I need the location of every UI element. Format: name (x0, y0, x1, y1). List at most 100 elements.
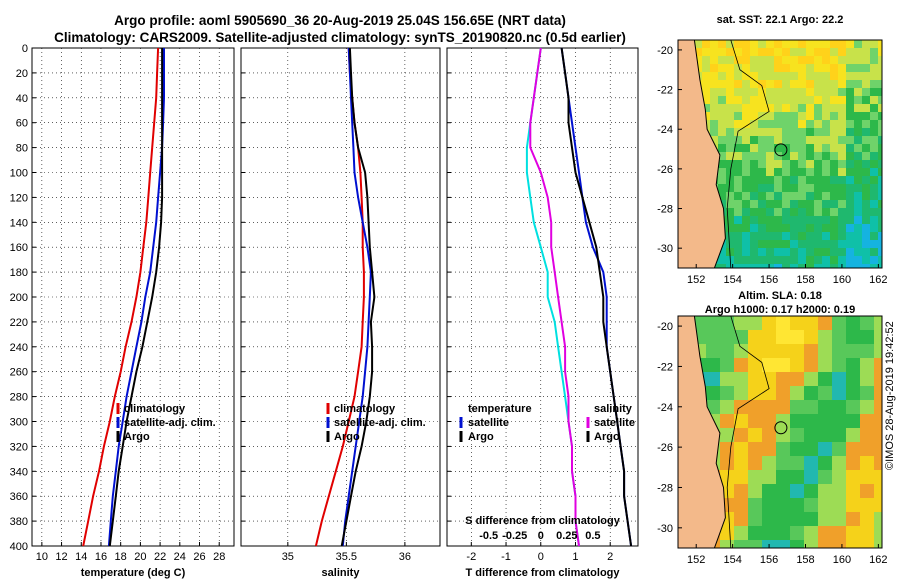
legend-label: satellite-adj. clim. (124, 417, 216, 429)
sst-map-cell (798, 256, 806, 264)
sst-map-cell (782, 184, 790, 192)
sla-map-cell (874, 442, 882, 456)
sla-map-cell (734, 428, 748, 442)
sst-map-cell (806, 152, 814, 160)
map-x-tick-label: 156 (760, 274, 778, 286)
sst-map-cell (830, 264, 838, 268)
sla-map-cell (776, 498, 790, 512)
sst-map-cell (758, 256, 766, 264)
sst-map-cell (814, 152, 822, 160)
sst-map-cell (846, 208, 854, 216)
sst-map-cell (758, 136, 766, 144)
x-tick-label: 2 (607, 551, 613, 563)
sla-map-cell (874, 400, 882, 414)
sst-map-cell (726, 56, 734, 64)
sst-map-cell (830, 136, 838, 144)
sst-map-cell (726, 88, 734, 96)
sst-map-cell (838, 144, 846, 152)
sst-map-cell (774, 208, 782, 216)
legend-label: temperature (468, 403, 532, 415)
sla-map-cell (846, 316, 860, 330)
sst-map-cell (766, 192, 774, 200)
sst-map-cell (766, 176, 774, 184)
sst-map-cell (782, 136, 790, 144)
sst-map-cell (838, 232, 846, 240)
sst-map-cell (854, 240, 862, 248)
sst-map-cell (782, 104, 790, 112)
sst-map-cell (718, 248, 726, 256)
sst-map-cell (766, 128, 774, 136)
sla-map-cell (804, 372, 818, 386)
sst-map-cell (878, 56, 882, 64)
sst-map-cell (798, 248, 806, 256)
sst-map-cell (758, 232, 766, 240)
sst-map-cell (790, 152, 798, 160)
x-tick-label: 22 (154, 551, 166, 563)
y-tick-label: 0 (22, 43, 28, 55)
sst-map-cell (774, 168, 782, 176)
sla-map-cell (790, 470, 804, 484)
sla-map-cell (874, 372, 882, 386)
sst-map-cell (782, 224, 790, 232)
legend-label: satellite-adj. clim. (334, 417, 426, 429)
map-y-tick-label: -20 (657, 45, 673, 57)
sla-map-cell (790, 484, 804, 498)
sst-map-cell (830, 256, 838, 264)
sst-map-cell (854, 88, 862, 96)
sst-map-cell (870, 144, 878, 152)
sst-map-cell (798, 80, 806, 88)
sst-map-cell (718, 48, 726, 56)
sst-map-cell (702, 80, 710, 88)
sst-map-cell (846, 192, 854, 200)
sst-map-cell (790, 40, 798, 48)
sla-map-cell (846, 400, 860, 414)
sst-map-cell (830, 248, 838, 256)
panel-frame-1 (240, 47, 441, 547)
sla-map-cell (860, 498, 874, 512)
sst-map-cell (782, 248, 790, 256)
sst-map-cell (790, 104, 798, 112)
sst-map-cell (790, 256, 798, 264)
sst-map-cell (758, 104, 766, 112)
sst-map-cell (790, 264, 798, 268)
sst-map-cell (814, 72, 822, 80)
sst-map-cell (798, 160, 806, 168)
sst-map-cell (806, 192, 814, 200)
sst-map-cell (870, 96, 878, 104)
x-tick-label: 1 (572, 551, 578, 563)
sst-map-cell (854, 104, 862, 112)
sst-map-cell (742, 224, 750, 232)
sst-map-cell (734, 64, 742, 72)
sst-map-cell (742, 248, 750, 256)
sla-map-cell (748, 484, 762, 498)
sst-map-cell (870, 136, 878, 144)
sst-map-cell (766, 56, 774, 64)
sst-map-cell (814, 176, 822, 184)
sst-map-cell (750, 88, 758, 96)
y-tick-label: 340 (10, 466, 28, 478)
sst-map-cell (830, 64, 838, 72)
sla-map-cell (818, 470, 832, 484)
sla-map-cell (762, 414, 776, 428)
sst-map-cell (734, 208, 742, 216)
sla-map-cell (776, 414, 790, 428)
sst-map-cell (742, 72, 750, 80)
sla-map-cell (860, 316, 874, 330)
sla-map-cell (790, 400, 804, 414)
sla-map-cell (874, 358, 882, 372)
sst-map-cell (838, 248, 846, 256)
sla-map-cell (720, 386, 734, 400)
sst-map-cell (846, 104, 854, 112)
sst-map-cell (854, 224, 862, 232)
legend-label: climatology (334, 403, 396, 415)
sst-map-cell (846, 152, 854, 160)
sla-map-cell (720, 442, 734, 456)
sst-map-cell (750, 120, 758, 128)
y-tick-label: 40 (16, 93, 28, 105)
sla-map-cell (790, 442, 804, 456)
sst-map-cell (798, 224, 806, 232)
sst-map-cell (878, 40, 882, 48)
sla-map-cell (706, 372, 720, 386)
sst-map-cell (742, 104, 750, 112)
sst-map-cell (774, 48, 782, 56)
